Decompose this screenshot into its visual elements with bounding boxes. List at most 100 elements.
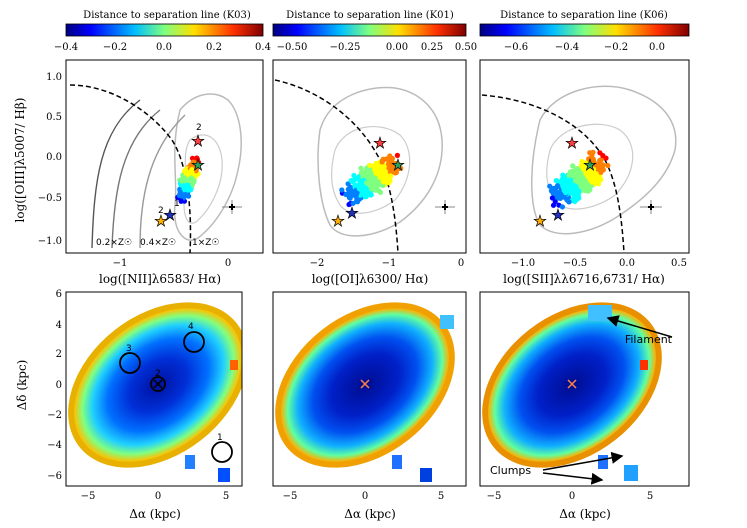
bpt-point [572, 177, 578, 184]
star-label: 2 [196, 123, 202, 133]
bpt-point [392, 170, 398, 176]
cb-tick: 0.2 [206, 42, 222, 53]
circle-label: 1 [217, 433, 223, 443]
bpt-point [193, 161, 199, 167]
cb-tick: 0.00 [386, 42, 408, 53]
y-tick: −2 [47, 410, 62, 421]
bpt-point [379, 159, 385, 165]
bpt-point [550, 202, 557, 208]
bpt-point [590, 179, 596, 185]
star-marker: ★ [565, 134, 578, 152]
bpt-point [576, 178, 582, 184]
circle-label: 3 [126, 344, 132, 354]
x-tick: −2 [310, 258, 325, 269]
x-axis-label: log([NII]λ6583/ Hα) [99, 272, 221, 286]
bpt-point [559, 204, 566, 210]
bpt-point [578, 184, 584, 190]
map-k03-panel: 1 2 3 4 6 4 2 0 −2 −4 −6 −5 0 5 Δα (kpc)… [15, 289, 243, 521]
cb-tick: −0.25 [330, 42, 361, 53]
bpt-point [568, 177, 574, 183]
cb-tick: −0.4 [555, 42, 579, 53]
bpt-point [597, 157, 603, 164]
bpt-point [354, 199, 361, 205]
bpt-point [183, 183, 189, 189]
region-circle [211, 441, 233, 463]
x-tick: −0.5 [563, 258, 587, 269]
bpt-point [382, 173, 388, 179]
bpt-point [349, 190, 355, 196]
colorbar-title: Distance to separation line (K01) [286, 10, 454, 21]
bpt-point [343, 191, 349, 197]
y-tick: 1.0 [46, 72, 62, 83]
y-tick: 0.0 [46, 152, 62, 163]
x-tick: −1 [382, 258, 397, 269]
bpt-point [599, 163, 606, 169]
x-tick: −5 [487, 491, 502, 502]
region-circle [119, 352, 141, 374]
bpt-point [339, 187, 345, 193]
metallicity-label: 0.4×Z☉ [140, 238, 176, 248]
bpt-point [583, 187, 589, 193]
bpt-point [364, 180, 370, 186]
bpt-point [583, 166, 589, 172]
cb-tick: 0.0 [649, 42, 665, 53]
star-marker: ★ [154, 212, 167, 230]
star-marker: ★ [345, 204, 358, 222]
x-axis-label: Δα (kpc) [344, 507, 396, 521]
y-tick: −6 [47, 471, 62, 482]
bpt-point [590, 149, 596, 155]
y-tick: −0.5 [38, 193, 62, 204]
cb-tick: −0.2 [103, 42, 127, 53]
bpt-point [379, 167, 385, 173]
y-tick: 2 [56, 349, 62, 360]
bpt-point [582, 178, 589, 184]
x-tick: 0.5 [671, 258, 687, 269]
bpt-point [587, 166, 593, 172]
bpt-point [193, 168, 199, 174]
bpt-point [384, 178, 391, 185]
cb-tick: 0.4 [255, 42, 271, 53]
bpt-point [390, 164, 396, 170]
bpt-point [547, 183, 553, 189]
cb-tick: −0.2 [604, 42, 628, 53]
star-marker: ★ [191, 132, 204, 150]
bpt-point [386, 165, 392, 171]
bpt-point [353, 193, 359, 199]
bpt-point [376, 188, 382, 194]
cb-tick: 0.50 [455, 42, 477, 53]
bpt-point [179, 182, 185, 188]
bpt-point [605, 162, 611, 169]
x-tick: 5 [223, 491, 229, 502]
x-axis-label: Δα (kpc) [559, 507, 611, 521]
bpt-point [376, 181, 382, 187]
star-marker: ★ [373, 134, 386, 152]
map-k01-panel: −5 0 5 Δα (kpc) [272, 291, 467, 521]
clumps-annotation: Clumps [490, 464, 531, 477]
x-tick: 0.0 [619, 258, 635, 269]
cb-tick: −0.50 [277, 42, 308, 53]
bpt-point [562, 188, 569, 194]
circle-label: 2 [155, 369, 161, 379]
y-tick: 6 [56, 289, 62, 300]
bpt-point [372, 184, 378, 190]
bpt-point [554, 183, 561, 189]
bpt-point [556, 193, 562, 199]
star-marker: ★ [163, 206, 176, 224]
bpt-point [362, 186, 368, 192]
bpt-point [603, 155, 609, 161]
bpt-nii-panel: ★★★★ 0.2×Z☉ 0.4×Z☉ 1×Z☉ 2 1 2 1.0 0.5 0.… [13, 59, 264, 286]
x-tick: −1 [113, 258, 128, 269]
x-tick: −5 [81, 491, 96, 502]
star-marker: ★ [391, 156, 404, 174]
bpt-sii-panel: ★ ★ ★ ★ −1.0 −0.5 0.0 0.5 log([SII]λλ6716,6… [479, 59, 690, 286]
metallicity-label: 0.2×Z☉ [96, 238, 132, 248]
x-tick: 0 [458, 258, 464, 269]
bpt-point [355, 175, 361, 181]
bpt-point [178, 191, 184, 197]
circle-label: 4 [188, 322, 194, 332]
colorbar-k01: Distance to separation line (K01) −0.50 … [272, 10, 477, 53]
star-label: 2 [158, 206, 164, 216]
cb-tick: 0.25 [421, 42, 443, 53]
bpt-point [552, 190, 558, 196]
bpt-point [351, 177, 357, 183]
